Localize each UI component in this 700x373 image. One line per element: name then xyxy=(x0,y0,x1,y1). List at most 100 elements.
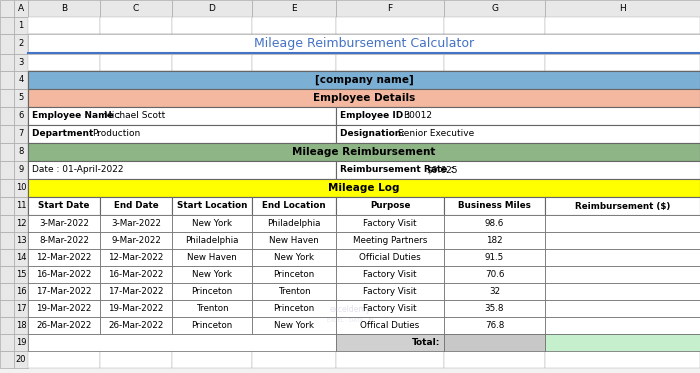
Bar xyxy=(100,232,172,249)
Bar xyxy=(444,197,545,215)
Bar xyxy=(28,71,100,89)
Bar xyxy=(545,351,700,368)
Bar xyxy=(336,334,444,351)
Text: 76.8: 76.8 xyxy=(485,321,504,330)
Text: 17-Mar-2022: 17-Mar-2022 xyxy=(36,287,92,296)
Bar xyxy=(545,317,700,334)
Bar xyxy=(545,300,700,317)
Bar xyxy=(100,125,172,143)
Bar xyxy=(252,266,336,283)
Bar xyxy=(0,34,14,54)
Bar xyxy=(100,0,172,17)
Bar xyxy=(545,232,700,249)
Text: Philadelphia: Philadelphia xyxy=(267,219,321,228)
Bar xyxy=(28,89,100,107)
Text: Senior Executive: Senior Executive xyxy=(398,129,475,138)
Bar xyxy=(336,266,444,283)
Text: D: D xyxy=(209,4,216,13)
Bar xyxy=(545,249,700,266)
Text: Trenton: Trenton xyxy=(278,287,310,296)
Text: H: H xyxy=(619,4,626,13)
Text: 70.6: 70.6 xyxy=(485,270,504,279)
Bar xyxy=(252,125,336,143)
Text: Princeton: Princeton xyxy=(274,270,314,279)
Bar xyxy=(252,232,336,249)
Bar xyxy=(444,232,545,249)
Text: Meeting Partners: Meeting Partners xyxy=(353,236,427,245)
Text: 18: 18 xyxy=(15,321,27,330)
Bar xyxy=(336,215,444,232)
Bar xyxy=(252,197,336,215)
Bar xyxy=(336,54,444,71)
Text: Production: Production xyxy=(92,129,140,138)
Bar xyxy=(28,161,100,179)
Bar xyxy=(336,107,444,125)
Bar xyxy=(28,125,100,143)
Bar xyxy=(545,71,700,89)
Bar xyxy=(252,54,336,71)
Bar xyxy=(14,107,28,125)
Bar xyxy=(444,334,545,351)
Bar xyxy=(545,89,700,107)
Bar xyxy=(252,351,336,368)
Bar xyxy=(28,283,100,300)
Text: F: F xyxy=(387,4,393,13)
Text: 19: 19 xyxy=(15,338,27,347)
Text: Official Duties: Official Duties xyxy=(359,253,421,262)
Bar xyxy=(336,334,444,351)
Bar xyxy=(28,300,100,317)
Bar xyxy=(172,266,252,283)
Bar xyxy=(14,249,28,266)
Bar xyxy=(14,17,28,34)
Bar xyxy=(172,300,252,317)
Bar xyxy=(545,334,700,351)
Bar xyxy=(100,54,172,71)
Bar xyxy=(28,107,336,125)
Bar xyxy=(252,179,336,197)
Bar xyxy=(100,300,172,317)
Bar xyxy=(100,334,172,351)
Bar xyxy=(100,215,172,232)
Bar xyxy=(172,89,252,107)
Text: Trenton: Trenton xyxy=(196,304,228,313)
Bar xyxy=(336,125,700,143)
Bar xyxy=(252,161,336,179)
Bar xyxy=(545,232,700,249)
Bar xyxy=(0,283,14,300)
Bar xyxy=(0,54,14,71)
Bar xyxy=(545,197,700,215)
Bar xyxy=(0,232,14,249)
Text: [company name]: [company name] xyxy=(314,75,414,85)
Bar xyxy=(100,107,172,125)
Bar xyxy=(172,334,252,351)
Text: 6: 6 xyxy=(18,112,24,120)
Bar xyxy=(172,283,252,300)
Bar xyxy=(100,266,172,283)
Text: New York: New York xyxy=(192,219,232,228)
Bar xyxy=(444,161,545,179)
Bar xyxy=(545,300,700,317)
Bar xyxy=(28,232,100,249)
Bar xyxy=(172,300,252,317)
Bar xyxy=(336,232,444,249)
Bar xyxy=(14,34,28,54)
Bar xyxy=(28,197,100,215)
Bar xyxy=(100,300,172,317)
Bar xyxy=(14,179,28,197)
Text: Total:: Total: xyxy=(412,338,440,347)
Bar xyxy=(28,143,700,161)
Bar xyxy=(14,317,28,334)
Bar xyxy=(172,161,252,179)
Text: 12: 12 xyxy=(15,219,27,228)
Text: 12-Mar-2022: 12-Mar-2022 xyxy=(36,253,92,262)
Bar xyxy=(336,107,700,125)
Text: 13: 13 xyxy=(15,236,27,245)
Bar xyxy=(172,17,252,34)
Text: 3-Mar-2022: 3-Mar-2022 xyxy=(111,219,161,228)
Bar xyxy=(172,249,252,266)
Text: Date : 01-April-2022: Date : 01-April-2022 xyxy=(32,166,123,175)
Text: Business Miles: Business Miles xyxy=(458,201,531,210)
Bar xyxy=(100,266,172,283)
Bar xyxy=(336,283,444,300)
Text: 11: 11 xyxy=(15,201,27,210)
